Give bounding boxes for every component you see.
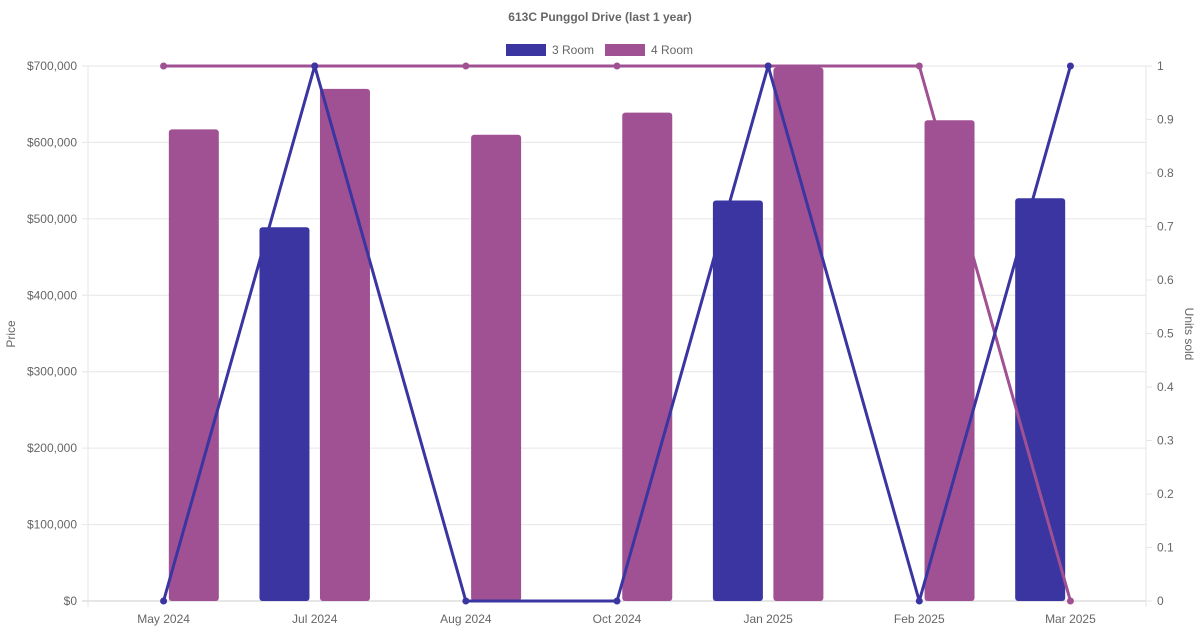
y2-tick-label: 0.9 xyxy=(1157,113,1174,127)
gridlines xyxy=(82,65,1147,607)
y-tick-label: $600,000 xyxy=(27,135,77,149)
chart-title: 613C Punggol Drive (last 1 year) xyxy=(508,10,691,24)
point-3-room xyxy=(764,62,772,70)
x-tick-label: May 2024 xyxy=(137,612,190,626)
y2-tick-label: 0.2 xyxy=(1157,487,1174,501)
point-4-room xyxy=(160,62,168,70)
y2-tick-label: 0.5 xyxy=(1157,327,1174,341)
x-axis: May 2024 Jul 2024 Aug 2024 Oct 2024 Jan 2025… xyxy=(137,612,1096,626)
point-3-room xyxy=(613,597,621,605)
y-axis-left: $0 $100,000 $200,000 $300,000 $400,000 $500,0… xyxy=(27,59,77,608)
legend-swatch-3-room[interactable] xyxy=(506,44,546,56)
x-tick-label: Mar 2025 xyxy=(1045,612,1096,626)
x-tick-label: Jul 2024 xyxy=(292,612,338,626)
price-bars xyxy=(168,67,1066,602)
y2-tick-label: 0.6 xyxy=(1157,273,1174,287)
x-tick-label: Oct 2024 xyxy=(593,612,642,626)
y2-tick-label: 0.7 xyxy=(1157,220,1174,234)
bar-3-room xyxy=(712,200,763,601)
point-4-room xyxy=(462,62,470,70)
y2-tick-label: 0.3 xyxy=(1157,434,1174,448)
point-3-room xyxy=(160,597,168,605)
y-tick-label: $200,000 xyxy=(27,441,77,455)
y-tick-label: $400,000 xyxy=(27,288,77,302)
legend[interactable]: 3 Room 4 Room xyxy=(506,43,693,57)
point-4-room xyxy=(1066,597,1074,605)
x-tick-label: Aug 2024 xyxy=(440,612,492,626)
bar-3-room xyxy=(259,227,310,601)
point-3-room xyxy=(1066,62,1074,70)
point-4-room xyxy=(915,62,923,70)
bar-4-room xyxy=(319,88,370,601)
y-tick-label: $100,000 xyxy=(27,518,77,532)
bar-4-room xyxy=(471,134,522,602)
y-axis-right: 0 0.1 0.2 0.3 0.4 0.5 0.6 0.7 0.8 0.9 1 xyxy=(1146,59,1174,608)
y-tick-label: $700,000 xyxy=(27,59,77,73)
legend-swatch-4-room[interactable] xyxy=(605,44,645,56)
legend-label-4-room[interactable]: 4 Room xyxy=(651,43,693,57)
point-3-room xyxy=(915,597,923,605)
y-tick-label: $500,000 xyxy=(27,212,77,226)
bar-4-room xyxy=(622,112,673,601)
legend-label-3-room[interactable]: 3 Room xyxy=(552,43,594,57)
y2-tick-label: 0 xyxy=(1157,594,1164,608)
y2-tick-label: 1 xyxy=(1157,59,1164,73)
x-tick-label: Jan 2025 xyxy=(743,612,793,626)
bar-4-room xyxy=(924,120,975,601)
y2-tick-label: 0.4 xyxy=(1157,380,1174,394)
y2-tick-label: 0.8 xyxy=(1157,166,1174,180)
y2-axis-label: Units sold xyxy=(1182,308,1196,361)
bar-3-room xyxy=(1015,198,1066,601)
x-tick-label: Feb 2025 xyxy=(894,612,945,626)
bar-4-room xyxy=(773,67,824,602)
units-lines xyxy=(160,62,1074,605)
point-3-room xyxy=(462,597,470,605)
point-4-room xyxy=(613,62,621,70)
y-axis-label: Price xyxy=(4,320,18,348)
y2-tick-label: 0.1 xyxy=(1157,541,1174,555)
y-tick-label: $300,000 xyxy=(27,365,77,379)
bar-4-room xyxy=(168,129,219,601)
point-3-room xyxy=(311,62,319,70)
y-tick-label: $0 xyxy=(64,594,78,608)
